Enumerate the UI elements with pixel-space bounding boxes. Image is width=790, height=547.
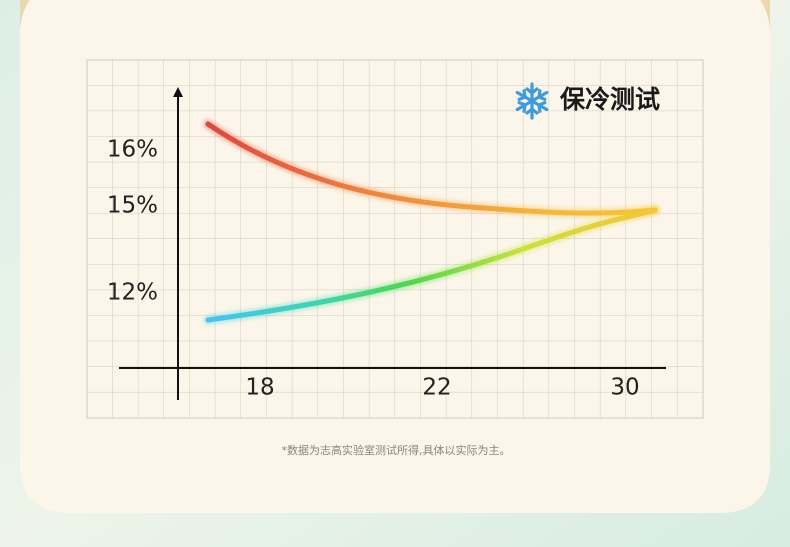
warm-curve [205, 121, 658, 216]
x-label: 30 [610, 375, 639, 401]
y-label: 16% [107, 137, 158, 163]
title: 保冷测试 [559, 85, 660, 114]
y-axis-arrow [173, 87, 183, 97]
footnote: *数据为志高实验室测试所得,具体以实际为主。 [282, 443, 511, 457]
x-label: 22 [422, 375, 451, 401]
y-label: 15% [107, 193, 158, 219]
x-label: 18 [245, 375, 274, 401]
snowflake-icon [515, 82, 549, 120]
y-label: 12% [107, 280, 158, 306]
grid [86, 59, 704, 419]
cool-curve [205, 207, 658, 323]
